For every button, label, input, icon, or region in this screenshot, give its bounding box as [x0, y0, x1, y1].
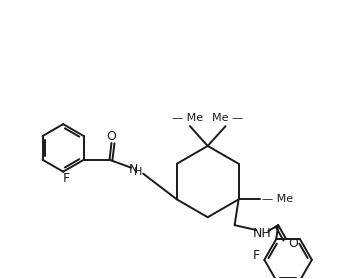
Text: — Me: — Me: [172, 113, 203, 123]
Text: F: F: [253, 249, 260, 262]
Text: O: O: [288, 237, 298, 251]
Text: Me —: Me —: [212, 113, 243, 123]
Text: O: O: [107, 129, 116, 143]
Text: NH: NH: [253, 227, 272, 240]
Text: H: H: [134, 167, 143, 177]
Text: N: N: [129, 163, 138, 176]
Text: — Me: — Me: [262, 194, 293, 205]
Text: F: F: [63, 172, 70, 185]
